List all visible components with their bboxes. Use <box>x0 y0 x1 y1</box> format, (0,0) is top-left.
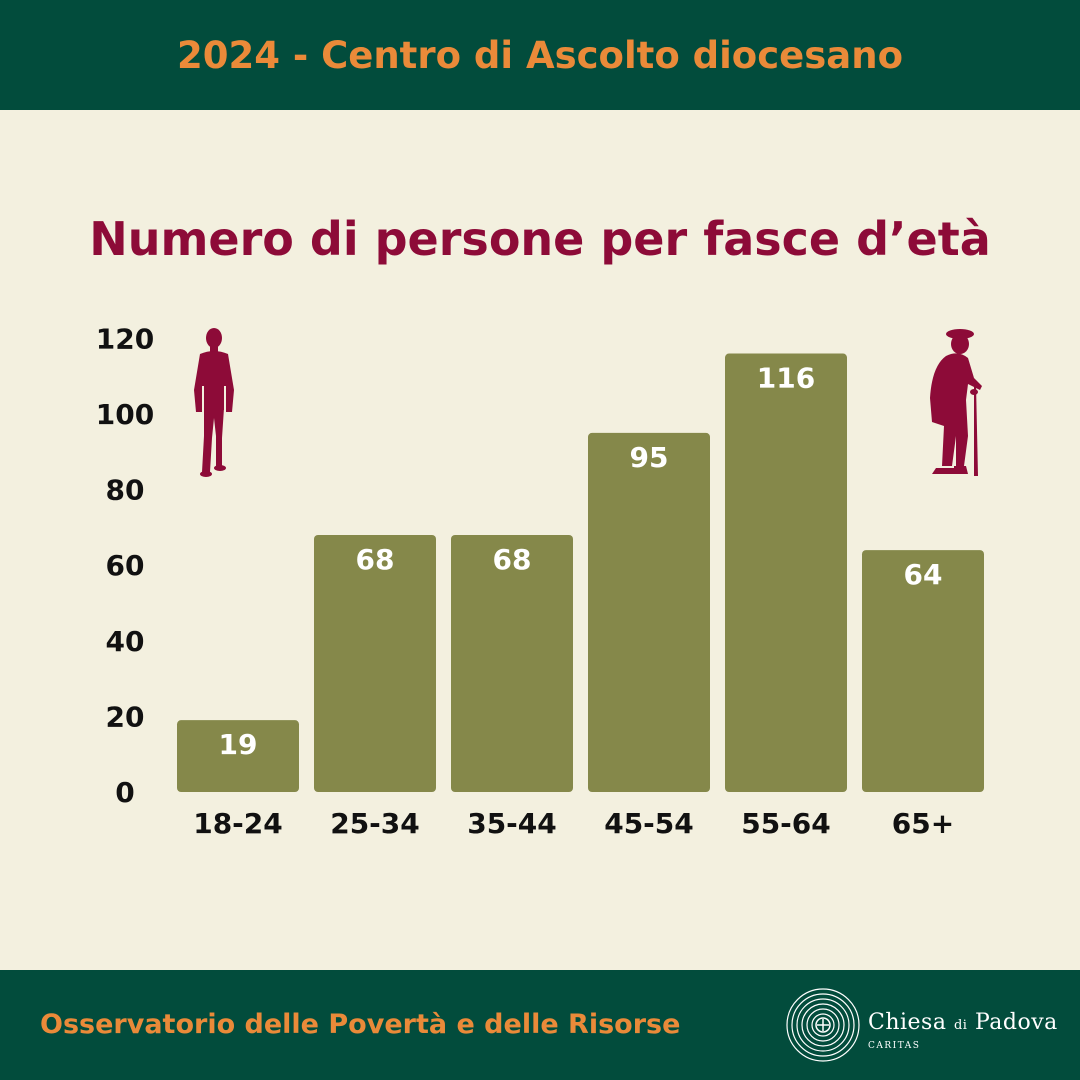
bar-value-label: 19 <box>219 728 258 761</box>
x-tick-label: 65+ <box>892 807 954 840</box>
bar-18-24 <box>177 720 299 792</box>
y-tick-label: 80 <box>106 474 145 507</box>
bar-value-label: 116 <box>757 362 815 395</box>
y-tick-label: 100 <box>96 398 154 431</box>
elderly-man-with-cane-icon <box>930 329 982 476</box>
bar-value-label: 64 <box>904 558 943 591</box>
bar-25-34 <box>314 534 436 792</box>
y-tick-label: 120 <box>96 322 154 355</box>
logo-wordmark: Chiesa di Padova <box>868 1010 1058 1035</box>
bar-45-54 <box>588 432 710 792</box>
young-man-walking-icon <box>194 328 234 477</box>
logo-subtitle: CARITAS <box>868 1041 921 1051</box>
footer-bar: Osservatorio delle Povertà e delle Risor… <box>0 970 1080 1080</box>
header-title: 2024 - Centro di Ascolto diocesano <box>176 33 904 77</box>
bar-value-label: 68 <box>493 543 532 576</box>
x-tick-label: 55-64 <box>741 807 831 840</box>
bar-value-label: 68 <box>356 543 395 576</box>
header-bar: 2024 - Centro di Ascolto diocesano <box>0 0 1080 110</box>
x-tick-label: 25-34 <box>330 807 420 840</box>
x-tick-label: 18-24 <box>193 807 283 840</box>
x-tick-label: 45-54 <box>604 807 694 840</box>
footer-text: Osservatorio delle Povertà e delle Risor… <box>40 1009 681 1040</box>
caritas-spiral-logo-icon <box>786 988 860 1062</box>
bar-55-64 <box>725 353 847 792</box>
y-tick-label: 60 <box>106 549 145 582</box>
y-tick-label: 0 <box>115 776 134 809</box>
chiesa-di-padova-logo: Chiesa di Padova CARITAS <box>868 1010 1058 1051</box>
bar-65+ <box>862 550 984 792</box>
y-tick-label: 20 <box>106 700 145 733</box>
y-tick-label: 40 <box>106 625 145 658</box>
x-tick-label: 35-44 <box>467 807 557 840</box>
bar-35-44 <box>451 534 573 792</box>
bar-value-label: 95 <box>630 441 669 474</box>
chart-title: Numero di persone per fasce d’età <box>89 212 991 266</box>
